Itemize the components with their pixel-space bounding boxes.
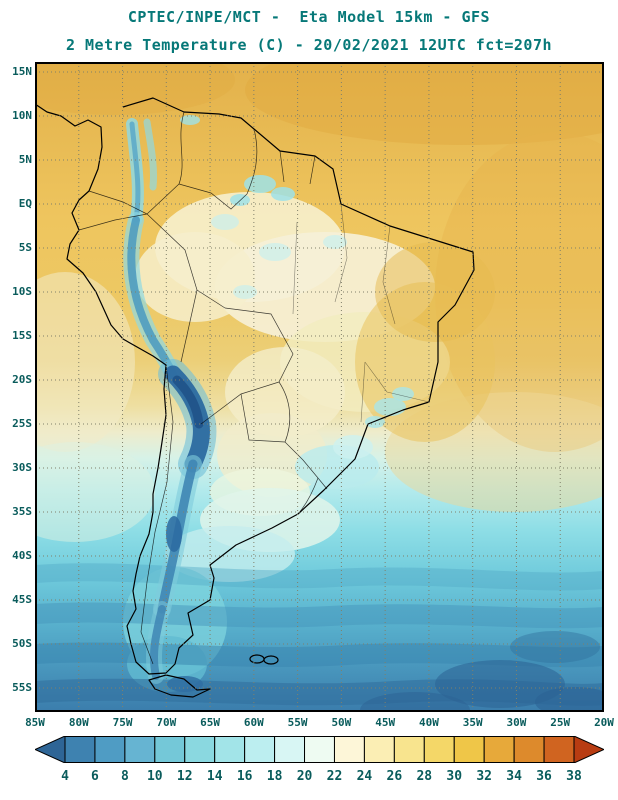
lon-label: 80W: [68, 716, 89, 729]
lat-label: 15S: [12, 329, 32, 342]
colorbar-tick-label: 8: [120, 769, 129, 784]
lon-label: 30W: [506, 716, 527, 729]
colorbar-cell: [423, 736, 455, 763]
map-area: [35, 62, 604, 712]
lat-label: 35S: [12, 505, 32, 518]
colorbar-tick-label: 6: [91, 769, 99, 784]
lon-label: 70W: [156, 716, 177, 729]
lon-label: 45W: [375, 716, 396, 729]
colorbar-tick-label: 18: [266, 769, 283, 784]
lat-label: 10N: [12, 109, 32, 122]
colorbar-cell: [184, 736, 216, 763]
page-subtitle: 2 Metre Temperature (C) - 20/02/2021 12U…: [65, 36, 553, 54]
colorbar-tick-label: 38: [566, 769, 582, 784]
colorbar-cell: [64, 736, 96, 763]
lat-label: EQ: [18, 197, 32, 210]
lat-label: 25S: [12, 417, 32, 430]
colorbar-tick-label: 32: [476, 769, 492, 784]
colorbar-cell: [124, 736, 156, 763]
lon-label: 75W: [112, 716, 133, 729]
lat-label: 40S: [12, 549, 32, 562]
colorbar-cell: [94, 736, 126, 763]
lon-label: 85W: [25, 716, 45, 729]
lat-label: 45S: [12, 593, 32, 606]
colorbar-cell: [453, 736, 485, 763]
colorbar-cell: [304, 736, 335, 763]
colorbar-tick-label: 12: [176, 769, 193, 784]
lon-label: 40W: [418, 716, 439, 729]
colorbar-tick-label: 28: [416, 769, 433, 784]
map-frame-border: [35, 62, 604, 712]
colorbar-cell: [214, 736, 246, 763]
colorbar-tick-label: 4: [61, 769, 69, 784]
lat-label: 5N: [18, 153, 32, 166]
cold-ocean-blobs: [360, 631, 604, 712]
andes-cold-spot: [166, 516, 182, 552]
colorbar-tick-label: 10: [146, 769, 163, 784]
lon-label: 20W: [594, 716, 614, 729]
lat-label: 10S: [12, 285, 32, 298]
lat-label: 55S: [12, 681, 32, 694]
lon-label: 50W: [331, 716, 352, 729]
colorbar-tick-label: 20: [296, 769, 313, 784]
lat-label: 5S: [18, 241, 32, 254]
colorbar-cell: [363, 736, 395, 763]
lon-label: 25W: [550, 716, 571, 729]
colorbar: [35, 736, 604, 763]
colorbar-cell: [393, 736, 425, 763]
lon-label: 35W: [462, 716, 483, 729]
colorbar-cell: [513, 736, 545, 763]
colorbar-cell: [274, 736, 306, 763]
colorbar-tick-label: 34: [506, 769, 522, 784]
country-borders: [78, 111, 328, 665]
colorbar-tick-label: 26: [386, 769, 403, 784]
lon-label: 65W: [200, 716, 220, 729]
lat-label: 15N: [12, 65, 32, 78]
colorbar-cell: [154, 736, 186, 763]
lat-label: 50S: [12, 637, 32, 650]
colorbar-cell: [244, 736, 276, 763]
colorbar-cell: [333, 736, 365, 763]
map-grid: [35, 62, 604, 712]
temperature-map-art: [35, 62, 604, 712]
colorbar-cell: [573, 736, 604, 763]
falkland-islands-east: [263, 655, 279, 665]
colorbar-tick-label: 30: [446, 769, 463, 784]
tierra-del-fuego: [148, 674, 211, 698]
lon-label: 60W: [243, 716, 264, 729]
colorbar-cell: [483, 736, 515, 763]
colorbar-tick-label: 16: [236, 769, 253, 784]
state-borders: [292, 203, 430, 423]
colorbar-tick-label: 36: [536, 769, 552, 784]
colorbar-cell: [543, 736, 575, 763]
colorbar-tick-label: 22: [326, 769, 343, 784]
lat-label: 30S: [12, 461, 32, 474]
colorbar-tick-label: 24: [356, 769, 373, 784]
colorbar-cell: [35, 736, 66, 763]
lon-label: 55W: [287, 716, 308, 729]
page-title: CPTEC/INPE/MCT - Eta Model 15km - GFS: [127, 8, 491, 26]
colorbar-tick-label: 14: [206, 769, 223, 784]
lat-label: 20S: [12, 373, 32, 386]
